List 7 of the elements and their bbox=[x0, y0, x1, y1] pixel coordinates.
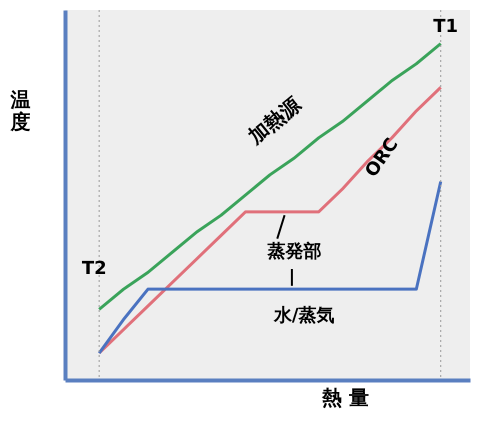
annotation: 加熱源 bbox=[242, 91, 306, 150]
annotation: T2 bbox=[82, 258, 107, 279]
annotation: 蒸発部 bbox=[266, 241, 322, 262]
x-axis-title: 熱 量 bbox=[321, 386, 369, 410]
annotation: 水/蒸気 bbox=[272, 305, 334, 326]
text: T1 bbox=[433, 16, 458, 37]
y-axis-title: 温度 bbox=[10, 88, 30, 134]
